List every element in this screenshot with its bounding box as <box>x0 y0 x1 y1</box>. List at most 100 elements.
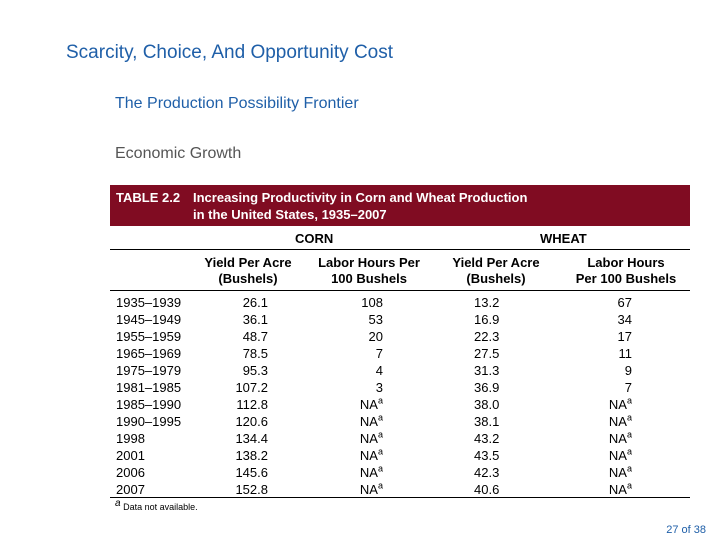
not-available-footnote-mark: a <box>377 429 383 440</box>
wheat-labor-cell: 9 <box>624 363 632 378</box>
period-cell: 1990–1995 <box>116 414 182 429</box>
wheat-labor-cell: 67 <box>617 295 632 310</box>
table-row: 2001 138.2 NAa 43.5 NAa <box>110 446 690 465</box>
not-available-footnote-mark: a <box>626 429 632 440</box>
corn-labor-cell: 3 <box>375 380 383 395</box>
wheat-labor-cell: NAa <box>608 463 632 480</box>
corn-yield-cell: 95.3 <box>242 363 268 378</box>
period-cell: 1965–1969 <box>116 346 182 361</box>
period-cell: 1985–1990 <box>116 397 182 412</box>
col-header-corn-labor: Labor Hours Per 100 Bushels <box>318 255 420 286</box>
period-cell: 2006 <box>116 465 145 480</box>
corn-yield-cell: 78.5 <box>242 346 268 361</box>
wheat-labor-cell: NAa <box>608 446 632 463</box>
wheat-yield-cell: 36.9 <box>474 380 500 395</box>
table-title-line2: in the United States, 1935–2007 <box>193 207 387 222</box>
period-cell: 1945–1949 <box>116 312 182 327</box>
wheat-labor-cell: 17 <box>617 329 632 344</box>
header-divider-line <box>110 290 690 291</box>
not-available-footnote-mark: a <box>377 412 383 423</box>
col-header-wheat-yield: Yield Per Acre (Bushels) <box>452 255 540 286</box>
period-cell: 2007 <box>116 482 145 497</box>
corn-labor-cell: NAa <box>359 395 383 412</box>
wheat-yield-cell: 40.6 <box>474 482 500 497</box>
slide-title: Scarcity, Choice, And Opportunity Cost <box>66 42 394 63</box>
wheat-labor-cell: 11 <box>618 346 633 361</box>
table-row: 1990–1995 120.6 NAa 38.1 NAa <box>110 412 690 431</box>
corn-yield-cell: 120.6 <box>235 414 268 429</box>
wheat-yield-cell: 38.0 <box>474 397 500 412</box>
table-title-line1: Increasing Productivity in Corn and Whea… <box>193 190 528 205</box>
table-row: 1945–1949 36.1 53 16.9 34 <box>110 312 690 329</box>
wheat-yield-cell: 38.1 <box>474 414 500 429</box>
corn-yield-cell: 36.1 <box>242 312 268 327</box>
section-heading: The Production Possibility Frontier <box>115 95 359 112</box>
corn-yield-cell: 26.1 <box>242 295 268 310</box>
group-header-wheat: WHEAT <box>540 231 587 246</box>
period-cell: 1998 <box>116 431 145 446</box>
corn-yield-cell: 138.2 <box>235 448 268 463</box>
corn-labor-cell: 4 <box>375 363 383 378</box>
table-title-bar: TABLE 2.2 Increasing Productivity in Cor… <box>110 185 690 226</box>
footnote-text: Data not available. <box>123 502 198 512</box>
corn-labor-cell: NAa <box>359 446 383 463</box>
table-footnote: a Data not available. <box>115 499 198 513</box>
wheat-labor-cell: 34 <box>617 312 632 327</box>
not-available-footnote-mark: a <box>377 395 383 406</box>
wheat-yield-cell: 31.3 <box>474 363 500 378</box>
table-row: 2006 145.6 NAa 42.3 NAa <box>110 463 690 482</box>
table-row: 1955–1959 48.7 20 22.3 17 <box>110 329 690 346</box>
corn-labor-cell: 108 <box>361 295 383 310</box>
not-available-footnote-mark: a <box>377 446 383 457</box>
not-available-footnote-mark: a <box>626 480 632 491</box>
table-row: 1935–1939 26.1 108 13.2 67 <box>110 295 690 312</box>
col-header-corn-yield: Yield Per Acre (Bushels) <box>204 255 292 286</box>
corn-yield-cell: 107.2 <box>235 380 268 395</box>
period-cell: 1955–1959 <box>116 329 182 344</box>
corn-yield-cell: 145.6 <box>235 465 268 480</box>
table-bottom-line <box>110 497 690 498</box>
period-cell: 1981–1985 <box>116 380 182 395</box>
wheat-yield-cell: 27.5 <box>474 346 500 361</box>
period-cell: 1975–1979 <box>116 363 182 378</box>
corn-labor-cell: NAa <box>359 463 383 480</box>
wheat-yield-cell: 43.2 <box>474 431 500 446</box>
table-row: 1965–1969 78.5 7 27.5 11 <box>110 346 690 363</box>
corn-labor-cell: NAa <box>359 480 383 497</box>
table-row: 1985–1990 112.8 NAa 38.0 NAa <box>110 395 690 414</box>
wheat-yield-cell: 13.2 <box>474 295 500 310</box>
col-header-wheat-labor: Labor Hours Per 100 Bushels <box>575 255 677 286</box>
table-row: 1981–1985 107.2 3 36.9 7 <box>110 380 690 397</box>
period-cell: 1935–1939 <box>116 295 182 310</box>
not-available-footnote-mark: a <box>626 395 632 406</box>
footnote-mark: a <box>115 498 121 509</box>
corn-yield-cell: 48.7 <box>242 329 268 344</box>
table-row: 2007 152.8 NAa 40.6 NAa <box>110 480 690 499</box>
subsection-heading: Economic Growth <box>115 145 242 162</box>
wheat-yield-cell: 16.9 <box>474 312 500 327</box>
wheat-yield-cell: 42.3 <box>474 465 500 480</box>
corn-labor-cell: 53 <box>368 312 383 327</box>
group-header-corn: CORN <box>295 231 334 246</box>
corn-labor-cell: 7 <box>375 346 383 361</box>
wheat-labor-cell: 7 <box>624 380 632 395</box>
wheat-yield-cell: 22.3 <box>474 329 500 344</box>
not-available-footnote-mark: a <box>377 480 383 491</box>
wheat-labor-cell: NAa <box>608 429 632 446</box>
wheat-labor-cell: NAa <box>608 412 632 429</box>
group-divider-line <box>110 249 690 250</box>
wheat-labor-cell: NAa <box>608 395 632 412</box>
corn-yield-cell: 134.4 <box>235 431 268 446</box>
table-row: 1998 134.4 NAa 43.2 NAa <box>110 429 690 448</box>
not-available-footnote-mark: a <box>626 463 632 474</box>
corn-labor-cell: NAa <box>359 412 383 429</box>
page-number: 27 of 38 <box>666 524 706 536</box>
corn-yield-cell: 112.8 <box>236 397 268 412</box>
not-available-footnote-mark: a <box>626 412 632 423</box>
not-available-footnote-mark: a <box>626 446 632 457</box>
corn-labor-cell: 20 <box>368 329 383 344</box>
not-available-footnote-mark: a <box>377 463 383 474</box>
wheat-yield-cell: 43.5 <box>474 448 500 463</box>
table-row: 1975–1979 95.3 4 31.3 9 <box>110 363 690 380</box>
corn-yield-cell: 152.8 <box>235 482 268 497</box>
